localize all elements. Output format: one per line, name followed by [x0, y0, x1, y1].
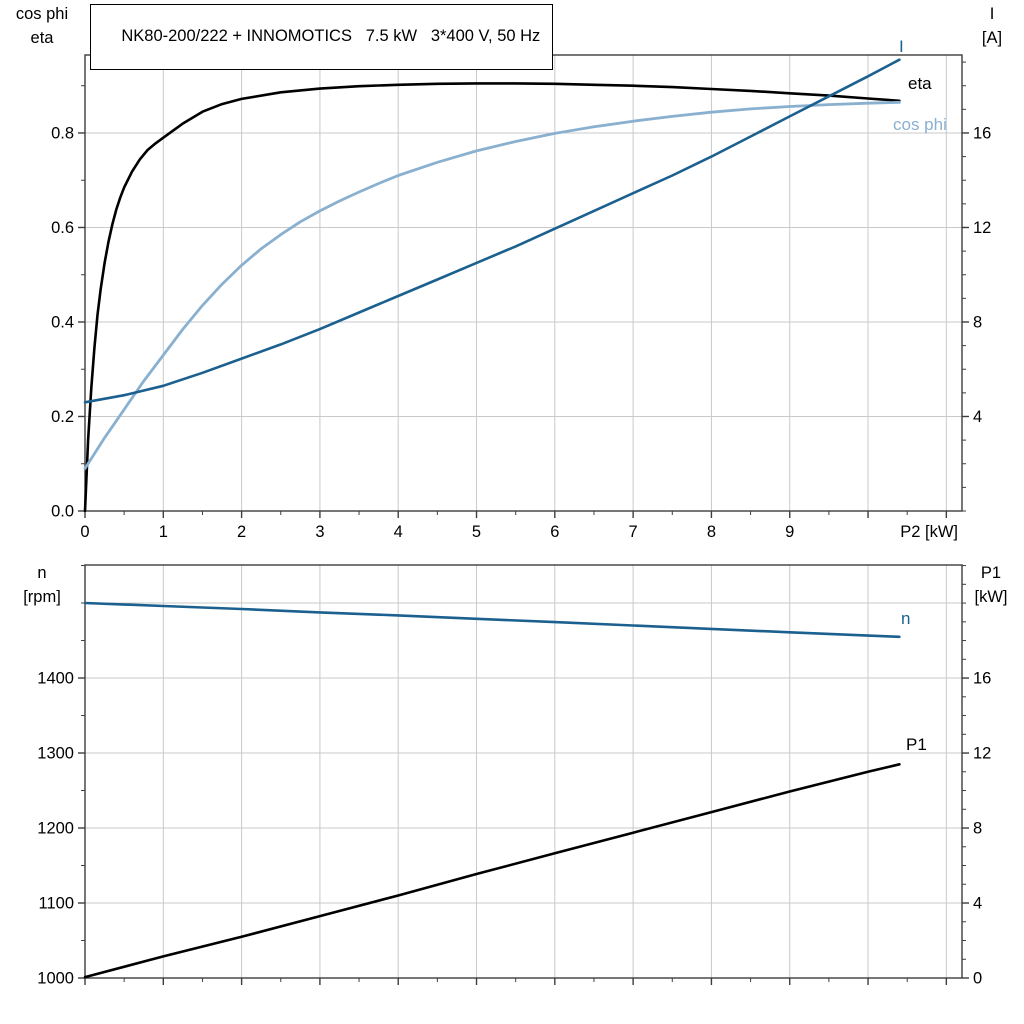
bottom-chart-canvas: 1000 1100 1200 1300 1400 0 4 8 12 16 n P1	[37, 564, 991, 988]
y-left-tick-label: 0.0	[51, 503, 74, 521]
I-curve-label: I	[899, 37, 904, 56]
n-curve-label: n	[901, 609, 910, 628]
chart-title-box: NK80-200/222 + INNOMOTICS 7.5 kW 3*400 V…	[90, 4, 554, 70]
y-left-tick-label: 1300	[37, 745, 74, 763]
cos-phi-axis-label-line: cos phi	[15, 5, 69, 23]
bottom-right-axis-label: P1 [kW]	[960, 562, 1022, 610]
current-symbol-line: I	[989, 5, 995, 23]
y-right-tick-label: 16	[973, 670, 991, 688]
x-tick-label: 1	[159, 523, 168, 541]
top-left-axis-label: cos phi eta	[2, 3, 82, 51]
x-tick-label: 5	[472, 523, 481, 541]
x-tick-label: 0	[80, 523, 89, 541]
y-left-tick-label: 1400	[37, 670, 74, 688]
I-curve	[83, 58, 901, 404]
P1-curve-label: P1	[906, 735, 927, 754]
p1-symbol-line: P1	[980, 564, 1002, 582]
y-right-tick-label: 8	[973, 313, 982, 331]
y-left-tick-label: 1100	[39, 895, 74, 913]
eta-curve-label: eta	[908, 74, 932, 93]
x-tick-label: 4	[394, 523, 403, 541]
y-right-tick-label: 4	[973, 408, 982, 426]
n-curve	[83, 601, 901, 639]
y-left-tick-label: 0.4	[51, 313, 74, 331]
y-left-tick-label: 0.8	[51, 124, 74, 142]
speed-symbol-line: n	[37, 564, 47, 582]
x-tick-label: 3	[315, 523, 324, 541]
cos-phi-curve	[83, 100, 901, 470]
eta-axis-label-line: eta	[30, 28, 54, 47]
y-right-tick-label: 0	[973, 970, 982, 988]
x-tick-label: 8	[707, 523, 716, 541]
x-tick-label: 7	[629, 523, 638, 541]
x-tick-label: 2	[237, 523, 246, 541]
y-right-tick-label: 4	[973, 895, 982, 913]
y-left-tick-label: 1200	[37, 820, 74, 838]
top-right-axis-label: I [A]	[962, 3, 1022, 51]
P1-curve	[83, 763, 901, 979]
eta-curve	[83, 82, 901, 513]
x-axis-title: P2 [kW]	[900, 523, 958, 541]
rpm-unit-line: [rpm]	[23, 587, 61, 606]
y-left-tick-label: 0.6	[51, 219, 74, 237]
y-right-tick-label: 12	[973, 219, 991, 237]
x-tick-label: 6	[550, 523, 559, 541]
cos-phi-curve-label: cos phi	[893, 115, 947, 134]
plot-border	[84, 564, 963, 979]
y-right-tick-label: 16	[973, 124, 991, 142]
y-left-tick-label: 0.2	[51, 408, 74, 426]
y-left-tick-label: 1000	[37, 970, 74, 988]
kw-unit-line: [kW]	[974, 587, 1008, 606]
bottom-left-axis-label: n [rpm]	[2, 562, 82, 610]
ampere-unit-line: [A]	[981, 28, 1003, 47]
x-tick-label: 9	[785, 523, 794, 541]
chart-title: NK80-200/222 + INNOMOTICS 7.5 kW 3*400 V…	[121, 27, 541, 45]
y-right-tick-label: 8	[973, 820, 982, 838]
y-right-tick-label: 12	[973, 745, 991, 763]
plot-border	[84, 54, 963, 512]
top-chart-canvas: 0 1 2 3 4 5 6 7 8 9 P2 [kW]0.00.20.40.60.8481216et…	[51, 37, 991, 541]
